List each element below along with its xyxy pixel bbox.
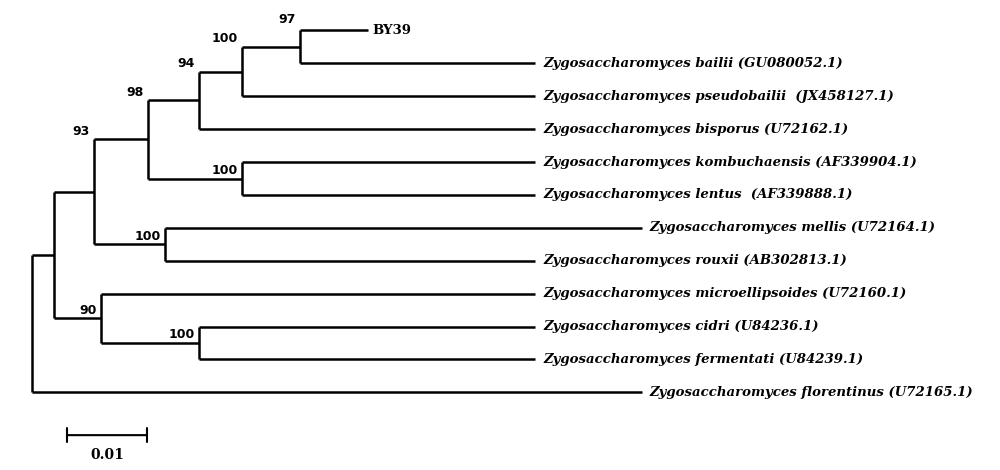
- Text: BY39: BY39: [373, 24, 412, 37]
- Text: Zygosaccharomyces florentinus (U72165.1): Zygosaccharomyces florentinus (U72165.1): [649, 386, 973, 399]
- Text: 98: 98: [127, 86, 144, 99]
- Text: Zygosaccharomyces pseudobailii  (JX458127.1): Zygosaccharomyces pseudobailii (JX458127…: [544, 90, 895, 103]
- Text: Zygosaccharomyces microellipsoides (U72160.1): Zygosaccharomyces microellipsoides (U721…: [544, 287, 907, 300]
- Text: 100: 100: [212, 32, 238, 45]
- Text: 100: 100: [135, 230, 161, 243]
- Text: 100: 100: [169, 329, 195, 341]
- Text: Zygosaccharomyces bailii (GU080052.1): Zygosaccharomyces bailii (GU080052.1): [544, 57, 843, 70]
- Text: Zygosaccharomyces mellis (U72164.1): Zygosaccharomyces mellis (U72164.1): [649, 221, 935, 235]
- Text: 100: 100: [212, 164, 238, 177]
- Text: Zygosaccharomyces lentus  (AF339888.1): Zygosaccharomyces lentus (AF339888.1): [544, 188, 853, 202]
- Text: Zygosaccharomyces bisporus (U72162.1): Zygosaccharomyces bisporus (U72162.1): [544, 123, 849, 136]
- Text: 94: 94: [178, 57, 195, 70]
- Text: Zygosaccharomyces fermentati (U84239.1): Zygosaccharomyces fermentati (U84239.1): [544, 353, 864, 366]
- Text: Zygosaccharomyces kombuchaensis (AF339904.1): Zygosaccharomyces kombuchaensis (AF33990…: [544, 156, 918, 169]
- Text: 0.01: 0.01: [90, 448, 124, 462]
- Text: 97: 97: [278, 13, 295, 25]
- Text: 93: 93: [73, 125, 90, 138]
- Text: Zygosaccharomyces cidri (U84236.1): Zygosaccharomyces cidri (U84236.1): [544, 320, 819, 333]
- Text: 90: 90: [79, 304, 97, 317]
- Text: Zygosaccharomyces rouxii (AB302813.1): Zygosaccharomyces rouxii (AB302813.1): [544, 254, 848, 267]
